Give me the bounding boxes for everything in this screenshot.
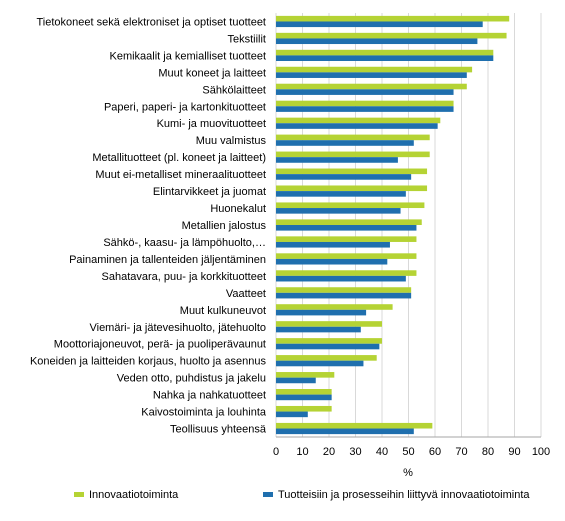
bar-innovaatio-20	[276, 355, 377, 361]
bar-tuote-prosessi-12	[276, 225, 417, 231]
bar-tuote-prosessi-3	[276, 72, 467, 78]
bar-innovaatio-15	[276, 270, 417, 276]
category-label: Huonekalut	[210, 203, 266, 215]
category-label: Elintarvikkeet ja juomat	[153, 186, 266, 198]
category-labels: Tietokoneet sekä elektroniset ja optiset…	[30, 16, 267, 435]
x-tick-label: 100	[532, 446, 550, 458]
category-label: Sahatavara, puu- ja korkkituotteet	[102, 271, 266, 283]
bar-innovaatio-4	[276, 83, 467, 90]
bar-tuote-prosessi-24	[276, 428, 414, 435]
bar-innovaatio-10	[276, 185, 428, 192]
bar-tuote-prosessi-23	[276, 411, 308, 418]
x-tick-label: 0	[273, 446, 279, 458]
bar-innovaatio-7	[276, 134, 430, 141]
category-label: Veden otto, puhdistus ja jakelu	[117, 373, 266, 385]
bar-innovaatio-21	[276, 372, 335, 378]
value-axis: 0 10 20 30 40 50 60 70 80 90 100	[273, 436, 550, 458]
bar-innovaatio-22	[276, 389, 332, 395]
category-label: Muut ei-metalliset mineraalituotteet	[95, 169, 266, 181]
legend-label-0: Innovaatiotoiminta	[89, 489, 179, 501]
bar-innovaatio-12	[276, 219, 422, 225]
x-tick-label: 10	[296, 446, 308, 458]
bar-tuote-prosessi-5	[276, 106, 454, 112]
legend: Innovaatiotoiminta Tuotteisiin ja prosess…	[74, 489, 530, 501]
bar-tuote-prosessi-8	[276, 157, 398, 163]
bar-tuote-prosessi-2	[276, 55, 494, 61]
category-label: Tietokoneet sekä elektroniset ja optiset…	[36, 16, 266, 28]
bar-innovaatio-16	[276, 287, 412, 293]
bar-tuote-prosessi-15	[276, 275, 406, 282]
bar-tuote-prosessi-10	[276, 191, 406, 197]
category-label: Kumi- ja muovituotteet	[157, 118, 266, 130]
category-label: Koneiden ja laitteiden korjaus, huolto j…	[30, 356, 267, 368]
bar-tuote-prosessi-9	[276, 174, 412, 180]
bar-innovaatio-6	[276, 117, 441, 124]
legend-swatch-0	[74, 492, 84, 497]
category-label: Metallien jalostus	[182, 220, 267, 232]
category-label: Viemäri- ja jätevesihuolto, jätehuolto	[89, 322, 266, 334]
x-tick-label: 20	[323, 446, 335, 458]
bar-innovaatio-0	[276, 15, 510, 22]
bar-innovaatio-3	[276, 66, 473, 73]
category-label: Nahka ja nahkatuotteet	[153, 390, 266, 402]
bar-innovaatio-13	[276, 236, 417, 242]
bar-tuote-prosessi-4	[276, 89, 454, 95]
bar-tuote-prosessi-11	[276, 208, 401, 214]
bar-tuote-prosessi-21	[276, 377, 316, 384]
category-label: Kaivostoiminta ja louhinta	[141, 407, 267, 419]
bar-tuote-prosessi-16	[276, 292, 412, 299]
category-label: Vaatteet	[226, 288, 266, 300]
x-tick-label: 80	[482, 446, 494, 458]
bar-innovaatio-8	[276, 151, 430, 158]
bar-tuote-prosessi-13	[276, 241, 390, 248]
category-label: Metallituotteet (pl. koneet ja laitteet)	[92, 152, 266, 164]
bar-innovaatio-9	[276, 168, 428, 175]
bar-innovaatio-19	[276, 338, 382, 344]
category-label: Tekstiilit	[227, 33, 266, 45]
bar-innovaatio-5	[276, 100, 454, 107]
bar-innovaatio-23	[276, 405, 332, 412]
category-label: Paperi, paperi- ja kartonkituotteet	[104, 101, 266, 113]
category-label: Teollisuus yhteensä	[170, 424, 267, 436]
bar-tuote-prosessi-17	[276, 309, 367, 316]
x-tick-label: 30	[349, 446, 361, 458]
bar-tuote-prosessi-14	[276, 258, 388, 265]
category-label: Muut kulkuneuvot	[180, 305, 266, 317]
category-label: Moottoriajoneuvot, perä- ja puoliperävau…	[54, 339, 266, 351]
bar-innovaatio-1	[276, 32, 507, 39]
category-label: Kemikaalit ja kemialliset tuotteet	[109, 50, 266, 62]
bar-tuote-prosessi-1	[276, 38, 478, 45]
bar-tuote-prosessi-20	[276, 360, 364, 367]
bar-innovaatio-11	[276, 202, 425, 209]
x-tick-label: 40	[376, 446, 388, 458]
legend-swatch-1	[263, 492, 273, 497]
category-label: Muu valmistus	[196, 135, 267, 147]
bar-tuote-prosessi-6	[276, 123, 438, 129]
category-label: Sähkölaitteet	[202, 84, 266, 96]
category-label: Painaminen ja tallenteiden jäljentäminen	[69, 254, 266, 266]
bar-tuote-prosessi-0	[276, 21, 483, 28]
x-tick-label: 50	[402, 446, 414, 458]
bar-tuote-prosessi-22	[276, 394, 332, 401]
bar-innovaatio-17	[276, 304, 393, 310]
bar-innovaatio-18	[276, 321, 382, 327]
x-axis-title: %	[403, 467, 413, 479]
x-tick-label: 90	[508, 446, 520, 458]
bar-innovaatio-24	[276, 422, 433, 429]
bar-tuote-prosessi-7	[276, 140, 414, 146]
category-label: Muut koneet ja laitteet	[158, 67, 266, 79]
bar-series	[276, 15, 510, 435]
legend-label-1: Tuotteisiin ja prosesseihin liittyvä inn…	[278, 489, 530, 501]
bar-innovaatio-14	[276, 253, 417, 259]
bar-tuote-prosessi-18	[276, 326, 361, 333]
bar-innovaatio-2	[276, 49, 494, 56]
category-label: Sähkö-, kaasu- ja lämpöhuolto,…	[103, 237, 266, 249]
x-tick-label: 70	[455, 446, 467, 458]
x-tick-label: 60	[429, 446, 441, 458]
bar-tuote-prosessi-19	[276, 343, 380, 350]
